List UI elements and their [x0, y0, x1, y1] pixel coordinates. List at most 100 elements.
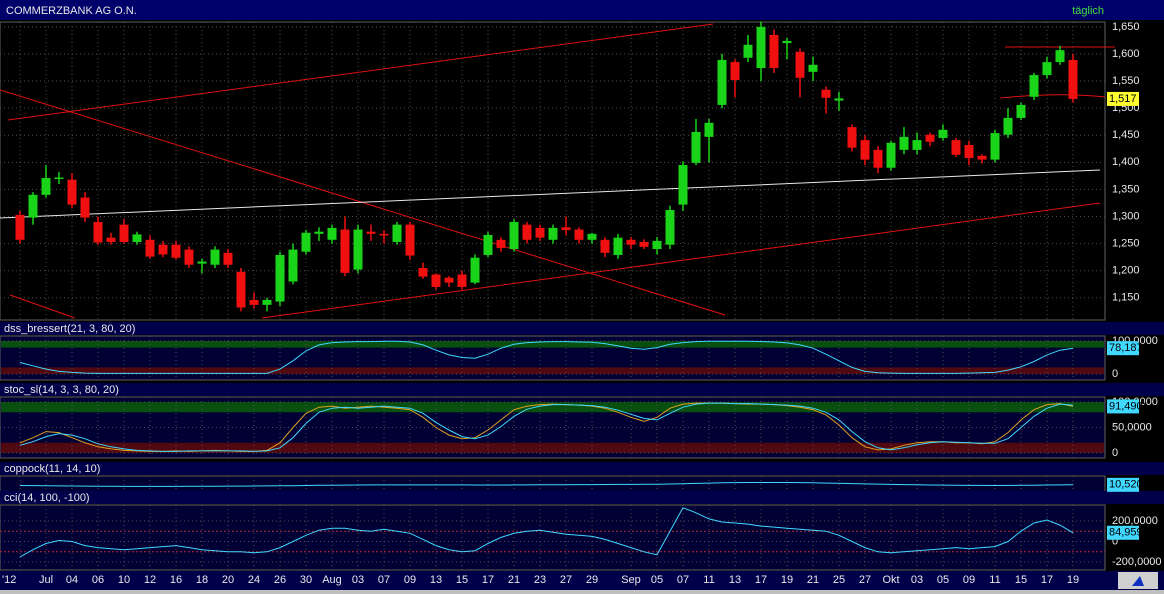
- y-tick-label: 1,350: [1112, 183, 1140, 195]
- candle-body: [600, 239, 610, 253]
- x-tick-label: 07: [378, 574, 390, 586]
- x-tick-label: 13: [729, 574, 741, 586]
- candle-body: [509, 221, 519, 250]
- candle-body: [951, 140, 961, 155]
- last-value-box: [1107, 525, 1139, 540]
- band: [1, 402, 1104, 413]
- last-value-label: 10,5201: [1109, 479, 1149, 491]
- candle-body: [158, 244, 168, 255]
- panel-header: [0, 462, 1164, 475]
- candle-body: [119, 224, 129, 242]
- panel-header: [0, 322, 1164, 335]
- candle-body: [743, 44, 753, 58]
- y-tick-label: 1,200: [1112, 265, 1140, 277]
- x-tick-label: 21: [508, 574, 520, 586]
- y-tick-label: 200,0000: [1112, 515, 1158, 527]
- y-tick-label: 1,250: [1112, 238, 1140, 250]
- candle-body: [275, 254, 285, 302]
- candle-body: [990, 133, 1000, 160]
- x-tick-label: 15: [1015, 574, 1027, 586]
- candle-body: [886, 142, 896, 168]
- candle-body: [847, 127, 857, 148]
- x-tick-label: 11: [703, 574, 714, 586]
- trend-line: [261, 202, 1101, 319]
- x-tick-label: 21: [807, 574, 819, 586]
- candle-body: [925, 134, 935, 142]
- band: [1, 340, 1104, 348]
- x-tick-label: Jul: [39, 574, 53, 586]
- candle-body: [80, 197, 90, 218]
- candle-body: [821, 89, 831, 98]
- x-tick-label: Okt: [882, 574, 899, 586]
- candle-body: [405, 224, 415, 256]
- last-value-box: [1107, 477, 1139, 492]
- y-tick-label: 0: [1112, 368, 1118, 380]
- candle-body: [496, 239, 506, 248]
- last-value-box: [1107, 341, 1139, 356]
- x-tick-label: 17: [1041, 574, 1053, 586]
- x-tick-label: 05: [937, 574, 949, 586]
- candle-body: [1068, 59, 1078, 99]
- x-tick-label: 25: [833, 574, 845, 586]
- x-tick-label: 26: [274, 574, 286, 586]
- x-tick-label: 27: [859, 574, 871, 586]
- x-tick-label: '12: [2, 574, 16, 586]
- candle-body: [366, 231, 376, 234]
- y-tick-label: 0: [1112, 447, 1118, 459]
- candle-body: [1016, 104, 1026, 118]
- candle-body: [483, 234, 493, 255]
- y-tick-label: 1,600: [1112, 48, 1140, 60]
- last-value-box: [1107, 91, 1139, 106]
- indicator-line: [19, 402, 1074, 452]
- candle-body: [873, 149, 883, 168]
- candle-body: [678, 165, 688, 205]
- candle-body: [249, 299, 259, 305]
- candle-body: [340, 229, 350, 273]
- panel-header: [0, 383, 1164, 396]
- x-tick-label: 03: [352, 574, 364, 586]
- nav-icon: [1132, 576, 1144, 586]
- header-bar: [0, 0, 1164, 20]
- candle-body: [704, 122, 714, 137]
- y-tick-label: 1,650: [1112, 21, 1140, 33]
- x-tick-label: 05: [651, 574, 663, 586]
- candle-body: [444, 277, 454, 283]
- x-tick-label: 23: [534, 574, 546, 586]
- candle-body: [834, 98, 844, 101]
- candle-body: [1042, 62, 1052, 76]
- candle-body: [301, 232, 311, 252]
- x-tick-label: 09: [963, 574, 975, 586]
- candle-body: [977, 155, 987, 160]
- candle-body: [353, 229, 363, 270]
- plot-area: [0, 504, 1106, 571]
- panel-title: coppock(11, 14, 10): [4, 463, 100, 475]
- support-line: [999, 94, 1106, 99]
- x-tick-label: 09: [404, 574, 416, 586]
- candle-body: [106, 237, 116, 242]
- candle-body: [210, 249, 220, 265]
- candle-body: [93, 221, 103, 243]
- panel-title: cci(14, 100, -100): [4, 492, 90, 504]
- candle-body: [28, 194, 38, 218]
- candle-body: [392, 224, 402, 242]
- candle-body: [522, 224, 532, 240]
- candle-body: [639, 241, 649, 247]
- candle-body: [938, 129, 948, 138]
- candle-body: [808, 64, 818, 72]
- panel-header: [0, 491, 1164, 504]
- candle-body: [288, 249, 298, 282]
- candle-body: [327, 227, 337, 240]
- candle-body: [626, 239, 636, 245]
- trend-line: [9, 294, 76, 319]
- y-tick-label: 0: [1112, 535, 1118, 547]
- candle-body: [470, 257, 480, 283]
- plot-area: [0, 21, 1106, 321]
- candle-body: [1055, 50, 1065, 63]
- x-tick-label: 03: [911, 574, 923, 586]
- tab-bar: [0, 590, 1164, 594]
- indicator-line: [19, 507, 1074, 558]
- x-tick-label: 04: [66, 574, 78, 586]
- candle-body: [548, 227, 558, 240]
- candle-body: [132, 234, 142, 242]
